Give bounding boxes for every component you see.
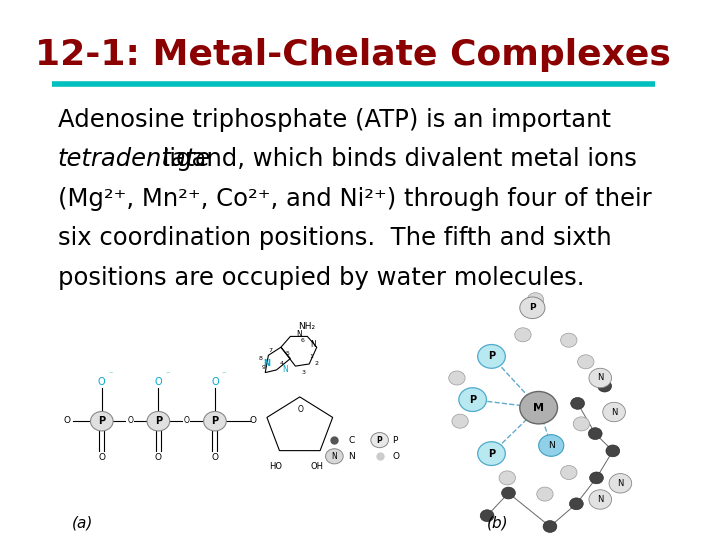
Text: ligand, which binds divalent metal ions: ligand, which binds divalent metal ions: [156, 147, 637, 171]
Circle shape: [527, 293, 544, 307]
Text: 5: 5: [286, 350, 289, 356]
Text: P: P: [392, 436, 397, 444]
Circle shape: [91, 411, 113, 431]
Text: P: P: [469, 395, 476, 404]
Text: ⁻: ⁻: [165, 370, 169, 379]
Text: O: O: [155, 454, 162, 462]
Text: N: N: [617, 479, 624, 488]
Circle shape: [539, 435, 564, 456]
Circle shape: [502, 487, 516, 499]
Text: six coordination positions.  The fifth and sixth: six coordination positions. The fifth an…: [58, 226, 611, 250]
Circle shape: [606, 445, 620, 457]
Text: NH₂: NH₂: [298, 322, 315, 330]
Circle shape: [499, 471, 516, 485]
Text: O: O: [184, 416, 189, 424]
Text: P: P: [488, 352, 495, 361]
Circle shape: [459, 388, 487, 411]
Circle shape: [480, 510, 494, 522]
Text: OH: OH: [311, 462, 324, 470]
Circle shape: [577, 355, 594, 369]
Text: O: O: [127, 416, 133, 424]
Circle shape: [561, 465, 577, 480]
Circle shape: [543, 521, 557, 532]
Text: N: N: [331, 452, 337, 461]
Circle shape: [537, 487, 553, 501]
Circle shape: [520, 392, 557, 424]
Text: 2: 2: [314, 361, 318, 367]
Circle shape: [477, 345, 505, 368]
Text: 9: 9: [261, 365, 266, 370]
Circle shape: [452, 414, 468, 428]
Text: M: M: [533, 403, 544, 413]
Circle shape: [449, 371, 465, 385]
Text: P: P: [377, 436, 382, 444]
Text: positions are occupied by water molecules.: positions are occupied by water molecule…: [58, 266, 585, 289]
Text: O: O: [212, 454, 218, 462]
Text: 12-1: Metal-Chelate Complexes: 12-1: Metal-Chelate Complexes: [35, 38, 671, 72]
Circle shape: [588, 428, 602, 440]
Text: N: N: [548, 441, 554, 450]
Circle shape: [520, 297, 545, 319]
Text: (b): (b): [487, 515, 508, 530]
Circle shape: [609, 474, 631, 493]
Circle shape: [477, 442, 505, 465]
Text: N: N: [597, 495, 603, 504]
Circle shape: [573, 417, 590, 431]
Circle shape: [147, 411, 170, 431]
Text: ⁻: ⁻: [222, 370, 226, 379]
Text: N: N: [348, 452, 355, 461]
Text: 3: 3: [302, 369, 305, 375]
Text: O: O: [64, 416, 71, 424]
Text: O: O: [155, 377, 162, 387]
Text: P: P: [155, 416, 162, 426]
Text: N: N: [297, 330, 302, 339]
Circle shape: [570, 498, 583, 510]
Text: O: O: [98, 377, 106, 387]
Text: N: N: [611, 408, 617, 416]
Circle shape: [515, 328, 531, 342]
Text: O: O: [99, 454, 105, 462]
Text: P: P: [212, 416, 218, 426]
Circle shape: [603, 402, 626, 422]
Circle shape: [589, 490, 611, 509]
Text: Adenosine triphosphate (ATP) is an important: Adenosine triphosphate (ATP) is an impor…: [58, 108, 611, 132]
Text: 6: 6: [301, 338, 305, 343]
Circle shape: [589, 368, 611, 388]
Circle shape: [590, 472, 603, 484]
Circle shape: [561, 333, 577, 347]
Text: (a): (a): [72, 515, 94, 530]
Text: 8: 8: [258, 356, 262, 361]
Text: P: P: [488, 449, 495, 458]
Text: O: O: [250, 416, 257, 424]
Circle shape: [571, 397, 585, 409]
Text: 7: 7: [269, 348, 273, 354]
Text: N: N: [282, 365, 288, 374]
Text: C: C: [348, 436, 354, 444]
Text: P: P: [98, 416, 105, 426]
Text: ⁻: ⁻: [109, 370, 113, 379]
Text: N: N: [263, 359, 270, 368]
Text: tetradentate: tetradentate: [58, 147, 211, 171]
Text: 4: 4: [279, 361, 284, 366]
Text: HO: HO: [269, 462, 282, 470]
Text: 1: 1: [310, 354, 314, 359]
Circle shape: [598, 380, 611, 392]
Text: O: O: [211, 377, 219, 387]
Text: (Mg²⁺, Mn²⁺, Co²⁺, and Ni²⁺) through four of their: (Mg²⁺, Mn²⁺, Co²⁺, and Ni²⁺) through fou…: [58, 187, 652, 211]
Circle shape: [371, 433, 388, 448]
Text: P: P: [529, 303, 536, 312]
Text: O: O: [392, 452, 399, 461]
Circle shape: [204, 411, 226, 431]
Text: N: N: [597, 374, 603, 382]
Text: N: N: [310, 340, 316, 349]
Circle shape: [325, 449, 343, 464]
Text: O: O: [298, 405, 304, 414]
